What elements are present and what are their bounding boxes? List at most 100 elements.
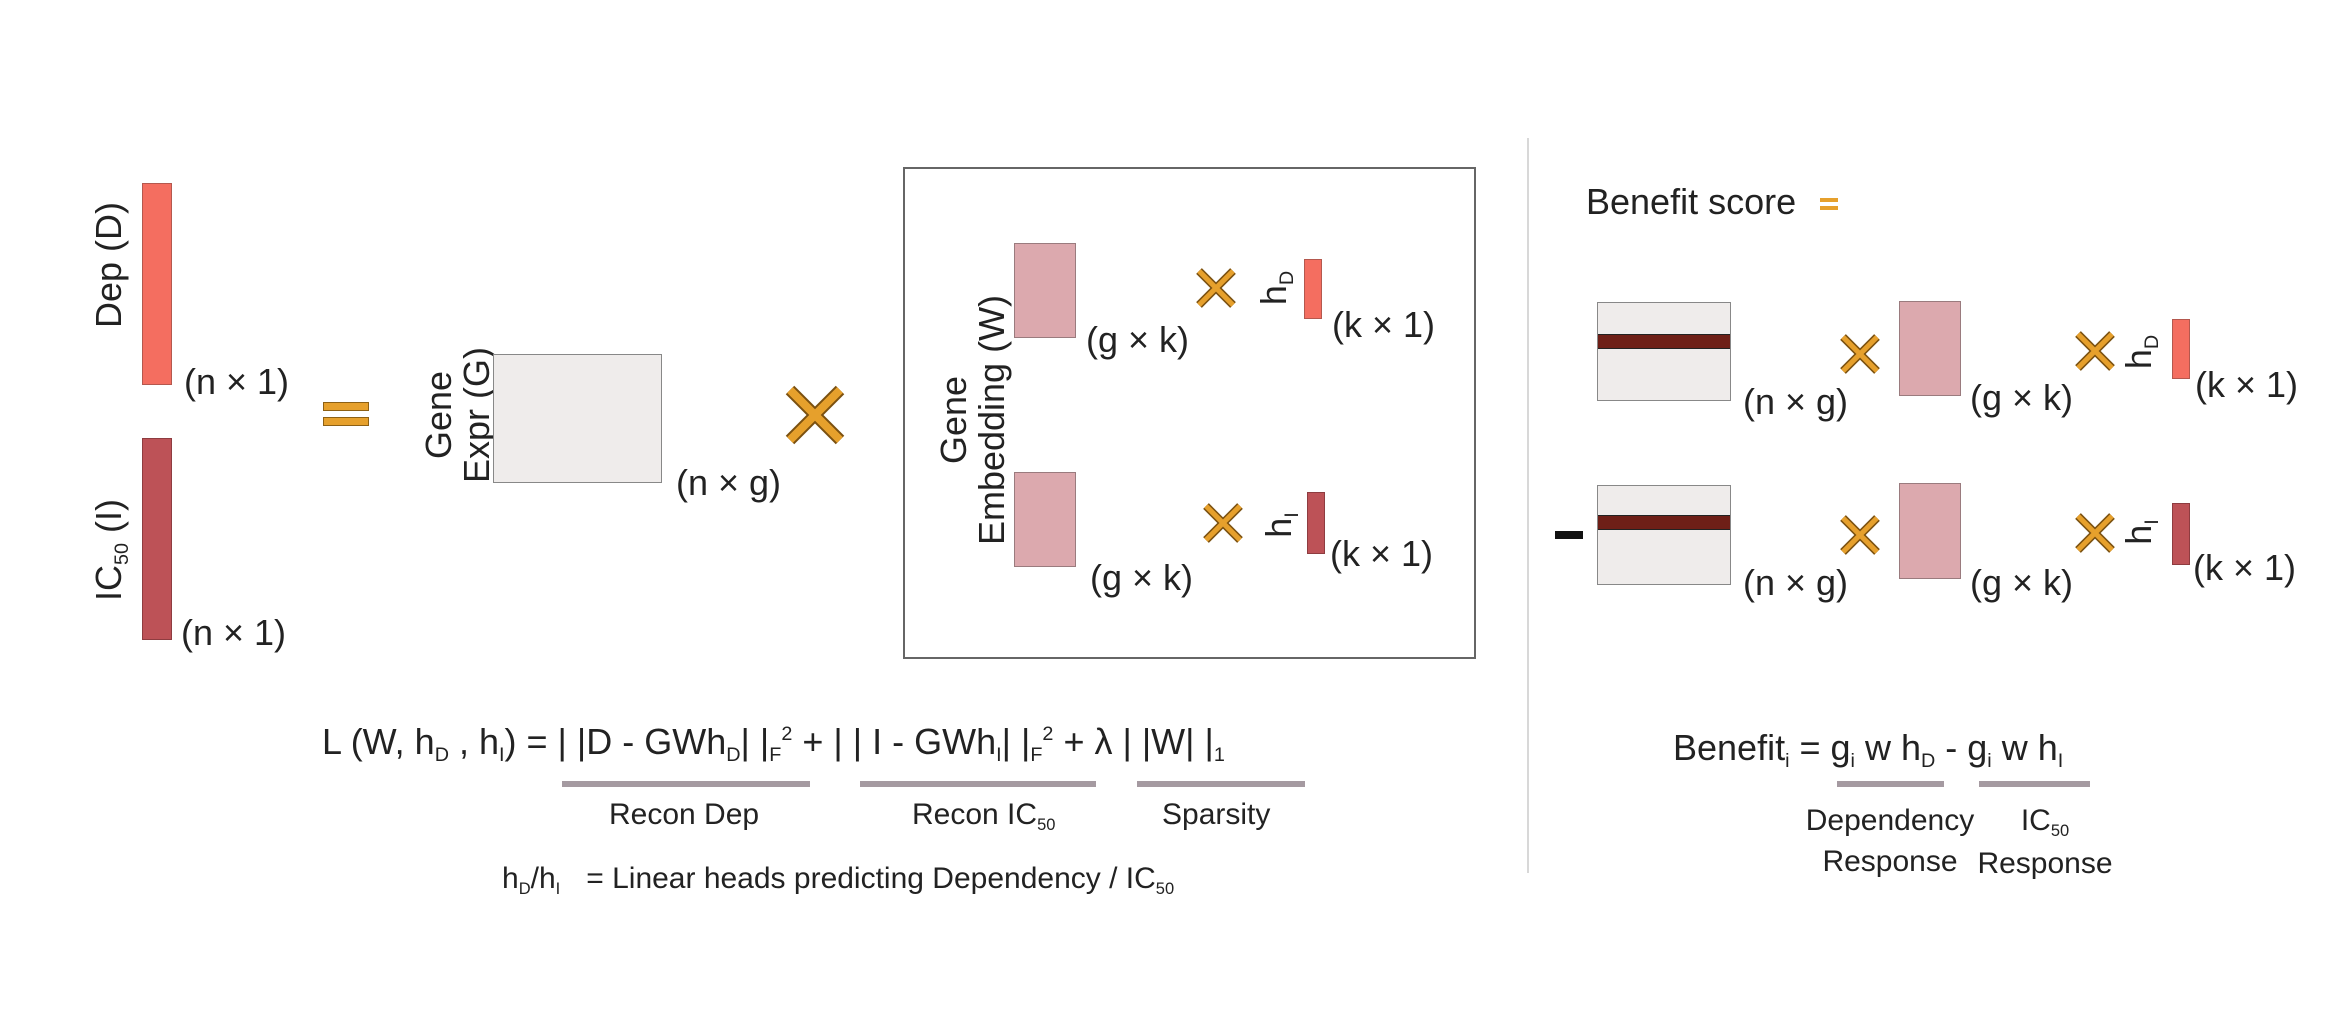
benefit-formula-hi-sub: I	[2057, 749, 2064, 772]
loss-sub-f1: F	[769, 743, 782, 766]
benefit-formula-sub-i: i	[1785, 749, 1790, 772]
benefit-head-i-h: h	[2118, 524, 2159, 545]
benefit-title: Benefit score	[1586, 184, 1796, 220]
benefit-formula-gi-sub: i	[1850, 749, 1855, 772]
benefit-formula-main: Benefit	[1673, 727, 1786, 768]
dep-label: Dep (D)	[88, 201, 129, 329]
benefit-head-d-label: hD	[2118, 327, 2163, 377]
ic50-dim: (n × 1)	[181, 612, 287, 653]
head-d-dim: (k × 1)	[1332, 304, 1436, 345]
benefit-formula-minus: - g	[1935, 727, 1988, 768]
heads-note: hD/hI = Linear heads predicting Dependenc…	[502, 862, 1175, 898]
loss-sup-2a: 2	[781, 723, 793, 746]
benefit-gene-expr-1	[1597, 302, 1731, 401]
loss-formula: L (W, hD , hI) = | |D - GWhD| |F2 + | | …	[322, 724, 1225, 766]
benefit-term2-line1-main: IC	[2020, 804, 2051, 837]
equals-sign	[323, 402, 369, 426]
heads-note-slash: /h	[530, 862, 556, 895]
benefit-head-d-sub: D	[2140, 334, 2163, 350]
head-i-vector	[1307, 492, 1325, 554]
head-i-sub: I	[1280, 512, 1303, 518]
ic50-label: IC50 (I)	[88, 480, 133, 620]
benefit-equals-sign	[1820, 198, 1838, 210]
loss-mid6: + λ | |W| |	[1053, 721, 1214, 762]
benefit-embedding-2	[1899, 483, 1961, 579]
embedding-dim-i: (g × k)	[1090, 557, 1194, 598]
multiply-icon	[785, 385, 845, 445]
benefit-minus-sign	[1555, 531, 1583, 539]
benefit-term-ic50: IC50 Response	[1960, 800, 2130, 884]
embedding-label: Gene Embedding (W)	[933, 290, 1015, 550]
head-d-vector	[1304, 259, 1322, 319]
benefit-formula-hd-sub: D	[1920, 749, 1936, 772]
underline-recon-ic50	[860, 781, 1096, 787]
benefit-term-dependency: Dependency Response	[1800, 800, 1980, 883]
benefit-head-i-sub: I	[2140, 519, 2163, 525]
embedding-label-line1: Gene	[933, 375, 974, 465]
benefit-dim-gk-2: (g × k)	[1970, 562, 2074, 603]
loss-sub-f2: F	[1030, 743, 1043, 766]
benefit-multiply-icon-2b	[2075, 513, 2115, 553]
gene-expr-label-line2: Expr (G)	[455, 347, 497, 484]
ic50-label-main: IC	[88, 565, 129, 601]
benefit-dim-gk-1: (g × k)	[1970, 377, 2074, 418]
benefit-row-highlight-2	[1598, 515, 1730, 530]
benefit-formula-mid2: w h	[1991, 727, 2058, 768]
benefit-row-highlight-1	[1598, 334, 1730, 349]
benefit-formula-eq: = g	[1789, 727, 1851, 768]
loss-sup-2b: 2	[1042, 723, 1054, 746]
benefit-term2-line1-sub: 50	[2050, 821, 2070, 840]
heads-note-h1: h	[502, 862, 519, 895]
benefit-term2-line2: Response	[1977, 846, 2113, 880]
gene-expr-dim: (n × g)	[676, 462, 782, 503]
loss-mid3: | |	[740, 721, 770, 762]
ic50-label-rest: (I)	[88, 499, 129, 543]
benefit-embedding-1	[1899, 301, 1961, 396]
heads-note-h2-sub: I	[555, 879, 561, 898]
loss-mid4: + | | I - GWh	[792, 721, 997, 762]
embedding-dim-d: (g × k)	[1086, 319, 1190, 360]
loss-mid2: ) = | |D - GWh	[504, 721, 727, 762]
benefit-dim-k1-2: (k × 1)	[2193, 547, 2297, 588]
underline-sparsity	[1137, 781, 1305, 787]
term-sparsity: Sparsity	[1162, 798, 1271, 831]
benefit-dim-k1-1: (k × 1)	[2195, 364, 2299, 405]
benefit-dim-ng-1: (n × g)	[1743, 381, 1849, 422]
head-d-h: h	[1253, 285, 1294, 306]
benefit-multiply-icon-2a	[1840, 515, 1880, 555]
loss-mid5: | |	[1001, 721, 1031, 762]
benefit-term1-line2: Response	[1822, 845, 1958, 879]
head-d-label: hD	[1253, 263, 1298, 313]
loss-mid1: , h	[449, 721, 500, 762]
embedding-matrix-i	[1014, 472, 1076, 567]
head-d-sub: D	[1275, 270, 1298, 286]
heads-note-text: = Linear heads predicting Dependency / I…	[586, 862, 1156, 895]
term-recon-dep: Recon Dep	[609, 798, 760, 831]
dep-vector	[142, 183, 172, 385]
dep-dim: (n × 1)	[184, 361, 290, 402]
loss-sub-d2: D	[726, 743, 741, 766]
term-recon-ic50-sub: 50	[1037, 815, 1056, 834]
benefit-gene-expr-2	[1597, 485, 1731, 585]
benefit-head-i-label: hI	[2118, 507, 2163, 557]
heads-note-h1-sub: D	[518, 879, 531, 898]
heads-note-text-sub: 50	[1155, 879, 1175, 898]
term-recon-ic50-main: Recon IC	[912, 798, 1038, 831]
benefit-multiply-icon-1a	[1840, 334, 1880, 374]
head-i-dim: (k × 1)	[1330, 533, 1434, 574]
underline-recon-dep	[562, 781, 810, 787]
ic50-vector	[142, 438, 172, 640]
benefit-formula-mid: w h	[1854, 727, 1921, 768]
loss-sub-i2: I	[996, 743, 1002, 766]
benefit-multiply-icon-1b	[2075, 331, 2115, 371]
embedding-label-line2: Embedding (W)	[970, 294, 1012, 546]
term-recon-ic50: Recon IC50	[912, 798, 1056, 834]
benefit-formula: Benefiti = gi w hD - gi w hI	[1673, 730, 2063, 772]
head-i-label: hI	[1258, 500, 1303, 550]
loss-sub-i: I	[499, 743, 505, 766]
benefit-dim-ng-2: (n × g)	[1743, 562, 1849, 603]
ic50-label-sub: 50	[110, 542, 133, 565]
loss-sub-d: D	[434, 743, 449, 766]
embedding-matrix-d	[1014, 243, 1076, 338]
